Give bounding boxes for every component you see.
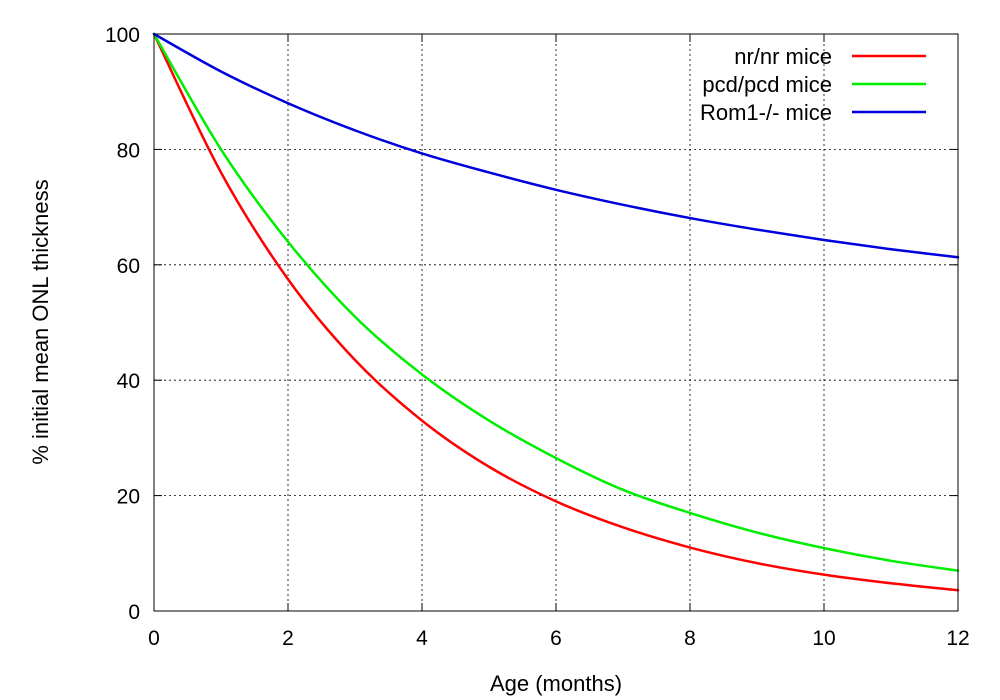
series-line-nr-nr-mice <box>152 32 960 592</box>
axis-ticks: 0 2 4 6 8 10 12 0 20 40 60 80 100 <box>105 24 970 650</box>
x-tick-label: 6 <box>550 627 562 650</box>
legend-label-pcd-pcd-mice: pcd/pcd mice <box>702 72 832 97</box>
x-axis-title: Age (months) <box>490 671 622 696</box>
y-tick-label: 100 <box>105 24 140 47</box>
x-tick-label: 2 <box>282 627 294 650</box>
y-tick-label: 60 <box>117 255 140 278</box>
x-tick-label: 10 <box>812 627 835 650</box>
x-tick-label: 0 <box>148 627 160 650</box>
legend: nr/nr mice pcd/pcd mice Rom1-/- mice <box>700 44 926 125</box>
series-line-pcd-pcd-mice <box>152 32 960 572</box>
y-tick-label: 20 <box>117 486 140 509</box>
legend-label-nr-nr-mice: nr/nr mice <box>734 44 832 69</box>
legend-label-rom1-mice: Rom1-/- mice <box>700 100 832 125</box>
x-tick-label: 12 <box>946 627 969 650</box>
y-tick-label: 40 <box>117 370 140 393</box>
y-tick-label: 80 <box>117 139 140 162</box>
x-tick-label: 4 <box>416 627 428 650</box>
grid-lines <box>154 34 958 611</box>
y-axis-title: % initial mean ONL thickness <box>28 179 53 464</box>
series-lines <box>152 32 960 592</box>
y-tick-label: 0 <box>128 601 140 624</box>
x-tick-label: 8 <box>684 627 696 650</box>
series-line-rom1-mice <box>152 32 960 259</box>
